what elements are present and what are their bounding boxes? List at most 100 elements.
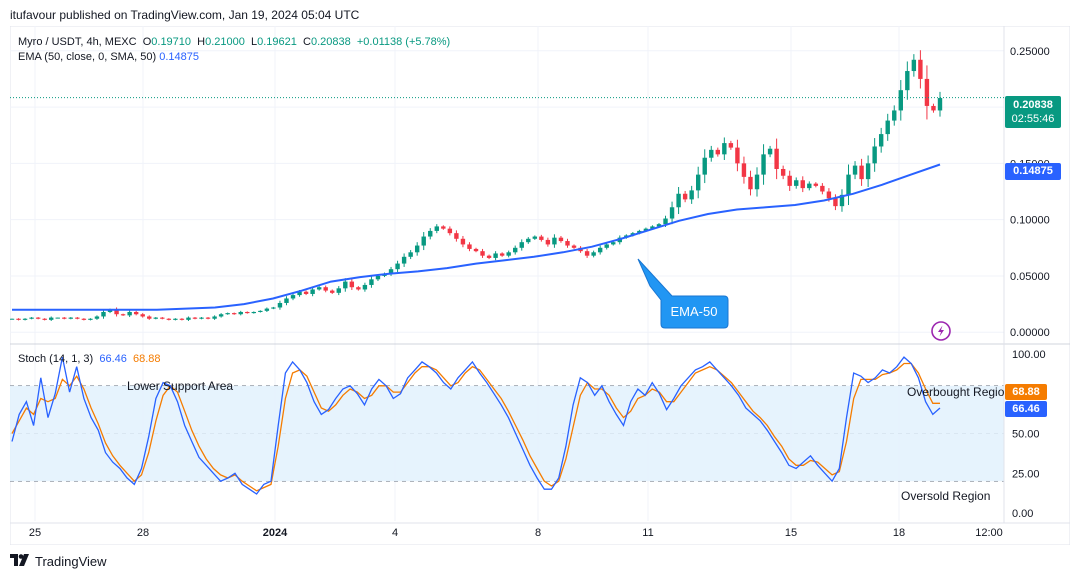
- candle-body: [682, 193, 688, 200]
- symbol-name: Myro / USDT, 4h, MEXC: [18, 36, 137, 48]
- candle-body: [323, 287, 328, 291]
- candle-body: [205, 317, 211, 319]
- candle-body: [421, 236, 426, 246]
- candle-body: [885, 120, 890, 135]
- candle-body: [539, 236, 544, 240]
- lightning-icon[interactable]: [931, 321, 951, 341]
- open-value: 0.19710: [151, 36, 192, 48]
- candle-body: [166, 318, 172, 320]
- candle-body: [107, 309, 113, 312]
- stoch-overbought-oversold-band: [10, 385, 1004, 482]
- candle-body: [656, 224, 662, 227]
- low-value: 0.19621: [257, 36, 297, 48]
- candle-body: [49, 317, 54, 320]
- candle-body: [774, 148, 779, 169]
- stoch-tick-label: 100.00: [1012, 349, 1046, 361]
- candle-body: [728, 143, 734, 148]
- candle-body: [735, 147, 740, 164]
- candle-body: [428, 230, 433, 237]
- candle-body: [689, 190, 694, 200]
- candle-body: [526, 238, 531, 243]
- candle-body: [277, 302, 283, 308]
- candle-body: [467, 244, 472, 249]
- candle-body: [669, 207, 675, 219]
- candle-body: [88, 318, 93, 320]
- candle-body: [336, 288, 341, 293]
- candle-body: [597, 247, 603, 253]
- candle-body: [238, 311, 243, 315]
- ema-50-callout[interactable]: EMA-50: [637, 258, 729, 329]
- candle-body: [545, 239, 551, 245]
- candle-body: [120, 314, 126, 316]
- candle-body: [140, 314, 145, 317]
- candle-body: [297, 291, 302, 296]
- candle-body: [584, 251, 590, 256]
- time-tick-label: 25: [29, 527, 41, 539]
- stoch-tick-label: 50.00: [1012, 429, 1040, 441]
- candle-body: [388, 269, 394, 274]
- candle-body: [702, 157, 707, 175]
- footer-brand[interactable]: TradingView: [10, 554, 107, 569]
- candle-body: [245, 311, 250, 314]
- candle-body: [343, 281, 348, 289]
- close-value: 0.20838: [310, 36, 351, 48]
- chart-svg[interactable]: EMA-50 Lower Support Area Overbought Reg…: [9, 25, 1071, 546]
- candle-body: [852, 165, 858, 175]
- candle-body: [303, 291, 309, 294]
- candle-body: [924, 78, 930, 106]
- candle-body: [859, 165, 864, 180]
- candle-body: [780, 168, 786, 176]
- candle-body: [833, 198, 838, 207]
- candle-body: [147, 316, 152, 319]
- candle-body: [754, 174, 760, 190]
- time-axis[interactable]: 25 28 2024 4 8 11 15 18 12:00: [29, 527, 1003, 539]
- candle-body: [231, 313, 237, 315]
- ema-legend-value: 0.14875: [159, 51, 199, 63]
- candle-body: [414, 245, 420, 253]
- candle-body: [918, 59, 923, 79]
- candle-body: [637, 230, 642, 234]
- candle-body: [650, 226, 655, 229]
- high-label: H: [197, 36, 206, 48]
- candle-body: [604, 244, 609, 248]
- ema-50-line: [12, 163, 941, 311]
- candle-body: [905, 71, 910, 91]
- candle-body: [218, 314, 224, 317]
- stoch-legend[interactable]: Stoch (14, 1, 3) 66.46 68.88: [18, 352, 161, 367]
- candle-body: [395, 263, 400, 270]
- price-tick-label: 0.00000: [1010, 327, 1050, 339]
- candle-body: [460, 238, 466, 245]
- chart-frame: EMA-50 Lower Support Area Overbought Reg…: [9, 25, 1071, 546]
- last-price-value: 0.20838: [1013, 99, 1053, 111]
- candle-body: [878, 134, 884, 147]
- candle-body: [558, 237, 564, 242]
- candle-body: [486, 255, 492, 258]
- candle-body: [931, 105, 936, 111]
- candle-body: [519, 242, 524, 248]
- candle-body: [349, 281, 355, 288]
- candle-body: [676, 193, 681, 208]
- candle-body: [9, 318, 15, 320]
- publisher-line: itufavour published on TradingView.com, …: [10, 8, 360, 22]
- candle-body: [499, 253, 505, 256]
- candle-body: [356, 287, 361, 290]
- candle-body: [316, 287, 322, 290]
- ema-legend[interactable]: EMA (50, close, 0, SMA, 50) 0.14875: [18, 50, 199, 65]
- candle-body: [767, 148, 773, 155]
- stoch-d-value: 68.88: [133, 353, 161, 365]
- candle-body: [898, 90, 903, 111]
- candle-body: [127, 311, 132, 316]
- candle-body: [552, 237, 557, 245]
- candle-body: [35, 317, 41, 319]
- candle-body: [284, 298, 289, 303]
- candle-body: [29, 317, 34, 319]
- time-tick-label: 2024: [263, 527, 288, 539]
- candle-body: [820, 185, 825, 192]
- candle-body: [663, 218, 668, 225]
- candle-body: [787, 175, 792, 186]
- candle-body: [872, 146, 877, 164]
- candle-body: [362, 284, 368, 290]
- symbol-legend[interactable]: Myro / USDT, 4h, MEXC O0.19710 H0.21000 …: [18, 35, 450, 50]
- candle-body: [186, 317, 191, 320]
- time-tick-label: 11: [642, 527, 653, 539]
